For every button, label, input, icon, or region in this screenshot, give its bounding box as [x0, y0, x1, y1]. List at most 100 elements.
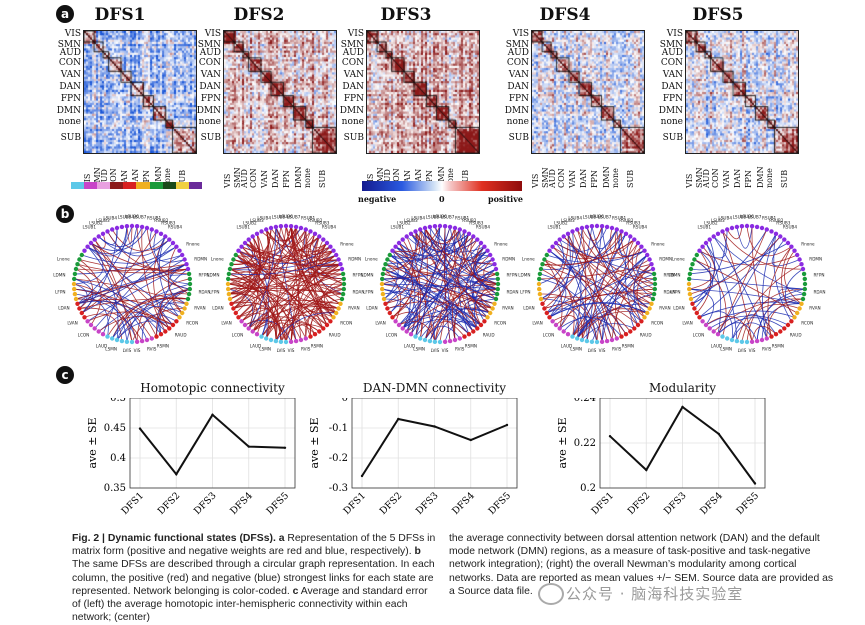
circle-label-rdan: RDAN — [353, 289, 365, 294]
graph-link — [74, 293, 109, 337]
graph-node — [797, 306, 802, 311]
graph-link — [323, 283, 345, 318]
graph-link — [406, 236, 421, 337]
col-label-fpn: FPN — [590, 170, 600, 188]
weight-colorbar — [362, 181, 522, 191]
graph-node — [154, 334, 159, 339]
circle-label-ldmn: LDMN — [361, 273, 373, 278]
y-tick-label: -0.1 — [329, 423, 348, 434]
circle-label-ldan: LDAN — [523, 306, 534, 311]
row-label-fpn: FPN — [662, 94, 683, 105]
circle-label-rsmn: RSMN — [622, 343, 634, 348]
line-chart-3: 0.2 0.22 0.24 DFS1 DFS2 DFS3 DFS4 DFS5 ave ± SE — [556, 398, 766, 517]
graph-link — [424, 227, 491, 314]
graph-node — [383, 301, 388, 306]
graph-link — [156, 288, 190, 337]
row-label-aud: AUD — [661, 47, 683, 58]
graph-link — [544, 259, 652, 305]
graph-node — [649, 262, 654, 267]
graph-node — [639, 319, 644, 324]
graph-node — [75, 301, 80, 306]
graph-node — [312, 231, 318, 236]
graph-node — [649, 301, 654, 306]
graph-link — [419, 227, 428, 339]
graph-link — [265, 322, 297, 342]
graph-node — [802, 281, 808, 287]
graph-node — [759, 337, 765, 343]
graph-link — [736, 263, 802, 342]
circle-label-vis: VIS — [288, 348, 295, 353]
circle-label-rsub3: RSUB3 — [776, 221, 791, 226]
graph-link — [741, 304, 800, 342]
caption-a-marker: a — [278, 533, 285, 544]
graph-node — [542, 257, 547, 262]
graph-node — [478, 322, 484, 328]
graph-node — [225, 281, 231, 287]
graph-node — [694, 252, 699, 258]
graph-node — [619, 229, 624, 234]
col-label-con: CON — [248, 168, 258, 188]
graph-node — [321, 237, 326, 242]
x-tick-label: DFS4 — [228, 490, 255, 517]
graph-link — [415, 225, 441, 337]
circle-label-lsub7: LSUB7 — [598, 214, 612, 219]
graph-link — [233, 226, 292, 309]
graph-link — [480, 283, 499, 314]
circle-label-rdmn: RDMN — [809, 256, 822, 261]
graph-link — [238, 250, 324, 329]
circle-label-lcon: LCON — [78, 333, 90, 338]
graph-node — [163, 234, 168, 239]
x-tick-label: DFS2 — [378, 490, 405, 517]
graph-node — [628, 329, 633, 334]
matrix-row-labels: VIS SMN AUD CON VAN DAN FPN DMN none SUB — [334, 30, 364, 152]
matrix-row-labels: VIS SMN AUD CON VAN DAN FPN DMN none SUB — [191, 30, 221, 152]
graph-link — [709, 315, 789, 329]
data-point — [397, 417, 400, 421]
graph-link — [689, 236, 781, 295]
graph-link — [387, 259, 497, 300]
graph-node — [312, 332, 318, 337]
graph-node — [537, 291, 543, 297]
circle-label-rsub2: RSUB2 — [154, 218, 169, 223]
line-chart-1: 0.35 0.4 0.45 0.5 DFS1 DFS2 DFS3 DFS4 DFS5 ave ± … — [86, 398, 296, 517]
line-chart-2: -0.3 -0.2 -0.1 0 DFS1 DFS2 DFS3 DFS4 DFS5 ave ± S… — [308, 398, 518, 517]
circle-label-raud: RAUD — [175, 333, 187, 338]
graph-link — [563, 236, 645, 318]
circle-label-lcon: LCON — [386, 333, 398, 338]
graph-node — [437, 339, 443, 345]
row-label-aud: AUD — [507, 47, 529, 58]
circle-label-rsub3: RSUB3 — [161, 221, 176, 226]
graph-node — [124, 339, 130, 344]
graph-node — [380, 271, 386, 277]
graph-node — [233, 310, 238, 316]
connectivity-matrix-dfs1 — [83, 30, 197, 154]
circle-label-rdan: RDAN — [664, 289, 676, 294]
circle-label-lvis: LVIS — [123, 348, 132, 353]
graph-node — [485, 248, 490, 253]
graph-node — [110, 336, 115, 341]
graph-link — [696, 250, 712, 314]
graph-node — [801, 291, 807, 297]
graph-node — [427, 338, 433, 344]
circle-label-lsub4: LSUB4 — [718, 216, 732, 221]
graph-node — [390, 315, 395, 320]
panel-b-badge: b — [56, 205, 74, 223]
graph-link — [586, 226, 603, 342]
graph-node — [340, 291, 346, 297]
graph-link — [305, 283, 345, 339]
graph-node — [687, 276, 692, 282]
graph-node — [697, 315, 702, 320]
graph-link — [736, 226, 753, 249]
circle-label-rsub4: RSUB4 — [476, 224, 491, 229]
network-color-dan — [136, 182, 150, 189]
graph-link — [546, 250, 645, 314]
graph-link — [321, 242, 339, 261]
circle-label-rsub4: RSUB4 — [783, 224, 798, 229]
graph-node — [650, 296, 656, 302]
graph-link — [424, 325, 461, 341]
row-label-vis: VIS — [347, 29, 364, 40]
row-label-van: VAN — [662, 69, 683, 80]
data-point — [283, 446, 287, 449]
graph-link — [576, 293, 655, 339]
